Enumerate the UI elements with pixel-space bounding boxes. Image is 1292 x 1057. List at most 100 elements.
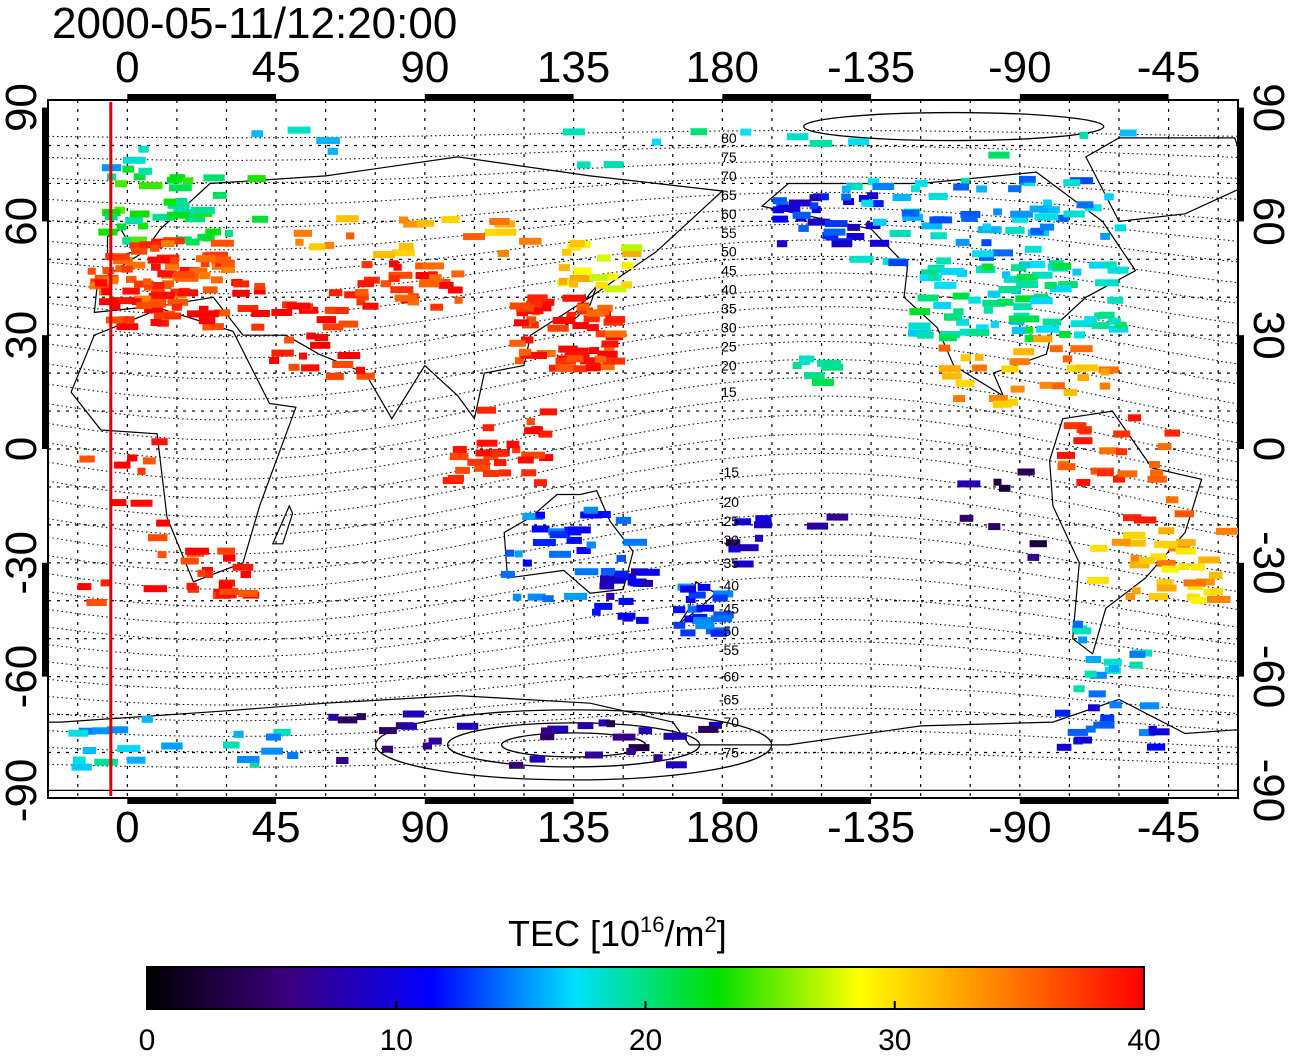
tec-patch-siberia (336, 215, 359, 223)
tec-patch-alaska (776, 240, 788, 248)
tec-patch-central-europe (106, 253, 130, 261)
tec-patch-middle-east (271, 309, 293, 316)
tec-patch-antarctica-west (265, 733, 281, 741)
tec-patch-new-zealand (696, 604, 715, 612)
contour-line (48, 160, 1238, 184)
tec-patch-alaska (798, 224, 809, 232)
tec-patch-s-america-s (1161, 565, 1179, 573)
left-latitude-ticks: 90 60 30 0 -30 -60 -90 (0, 83, 46, 822)
tec-patch-north-america (952, 292, 970, 300)
tec-patch-antarctic-peninsula (1100, 714, 1115, 722)
tec-patch-pacific-islands (755, 515, 772, 523)
tec-patch-s-africa (223, 554, 236, 562)
tec-patch-middle-east (286, 302, 311, 310)
tec-patch-s-america-n (1076, 479, 1091, 486)
tec-patch-antarctic-peninsula (1148, 728, 1170, 736)
tec-patch-central-europe (90, 278, 100, 286)
tec-patch-central-europe (175, 274, 199, 282)
tec-patch-northern-europe (122, 165, 135, 173)
tec-patch-iberia-med (187, 310, 208, 318)
tec-patch-s-africa (197, 569, 206, 577)
tec-patch-north-america (983, 306, 993, 314)
tec-patch-siberia (489, 218, 510, 225)
right-lat-label: -30 (1244, 531, 1292, 595)
contour-line (48, 272, 1238, 338)
tec-patch-patagonia (1072, 620, 1083, 628)
tec-patch-east-asia (576, 307, 593, 315)
tec-patch-canada (1029, 205, 1049, 213)
tec-patch-mexico-caribbean (953, 395, 966, 403)
tec-patch-antarctica-west (94, 758, 118, 766)
tec-patch-s-america-s (1178, 563, 1190, 570)
tec-patch-mexico-caribbean (1070, 345, 1093, 353)
tec-patch-s-america-s (1206, 595, 1231, 603)
tec-patch-north-america (917, 294, 939, 302)
tec-patch-alaska (858, 195, 870, 202)
tec-patch-patagonia (1129, 650, 1146, 658)
tec-patch-alaska (792, 211, 811, 219)
tec-patch-japan-north (559, 277, 568, 285)
tec-patch-middle-east (269, 357, 280, 364)
tec-patch-middle-east (301, 364, 320, 372)
tec-patch-hawaii (812, 378, 834, 386)
tec-patch-japan-north (621, 262, 634, 270)
tec-patch-antarctica-east (356, 713, 366, 721)
tec-patch-canada (1030, 227, 1044, 235)
bottom-lon-label: 90 (400, 803, 449, 852)
tec-patch-iberia-med (177, 289, 199, 297)
tec-patch-antarctica-west (117, 745, 141, 753)
tec-patch-s-america-s (1156, 584, 1177, 592)
tec-patch-iberia-med (118, 316, 135, 324)
tec-patch-se-asia (526, 418, 535, 426)
tec-patch-australia (531, 525, 550, 533)
tec-patch-east-asia (591, 363, 615, 371)
tec-patch-hawaii (792, 362, 802, 369)
left-frame-bar (42, 562, 48, 677)
tec-patch-canada (1010, 210, 1033, 218)
tec-patch-antarctica-west (91, 727, 112, 735)
tec-patch-north-america (945, 313, 962, 321)
tec-patch-s-america-s (1130, 554, 1140, 562)
contour-label: 50 (721, 244, 737, 260)
tec-patch-mexico-caribbean (938, 344, 951, 352)
tec-patch-australia (600, 568, 616, 575)
contour-line (48, 130, 1238, 139)
tec-patch-canada (930, 232, 947, 240)
tec-patch-s-america-n (1147, 475, 1167, 483)
tec-patch-antarctica-east (612, 733, 636, 741)
tec-patch-new-zealand (673, 606, 686, 614)
tec-patch-east-asia (527, 294, 548, 302)
tec-patch-alaska (824, 220, 848, 228)
tec-patch-canada (1012, 215, 1029, 223)
tec-patch-east-pacific (959, 514, 974, 522)
tec-patch-siberia (463, 233, 486, 241)
tec-patch-northern-europe (168, 184, 192, 192)
tec-patch-se-australia (637, 579, 653, 587)
tec-patch-siberia (295, 238, 304, 246)
tec-patch-antarctic-peninsula (1056, 743, 1072, 751)
tec-patch-alaska (772, 197, 787, 205)
tec-patch-s-america-s (1139, 557, 1155, 564)
contour-label: -50 (719, 623, 739, 639)
tec-patch-central-asia (357, 280, 375, 288)
tec-patch-arctic (848, 138, 870, 146)
tec-patch-se-asia (521, 451, 545, 459)
right-frame-bar (1238, 107, 1244, 222)
tec-patch-central-asia (356, 293, 369, 301)
tec-patch-northern-europe (247, 175, 266, 183)
tec-patch-alaska (772, 215, 788, 223)
tec-patch-north-america (933, 301, 952, 309)
tec-patch-japan-north (569, 280, 579, 288)
tec-patch-australia (574, 568, 599, 576)
tec-patch-central-asia (415, 272, 430, 279)
tec-patch-siberia (399, 216, 409, 224)
tec-patch-siberia (392, 249, 415, 257)
tec-patch-central-europe (200, 260, 210, 267)
tec-patch-central-europe (202, 286, 218, 294)
tec-patch-s-africa (185, 547, 209, 555)
tec-patch-canada (1019, 175, 1036, 183)
tec-patch-japan-north (605, 273, 619, 281)
tec-patch-antarctica-east (577, 722, 594, 730)
tec-patch-iberia-med (111, 303, 121, 311)
tec-patch-antarctic-peninsula (1109, 701, 1122, 709)
